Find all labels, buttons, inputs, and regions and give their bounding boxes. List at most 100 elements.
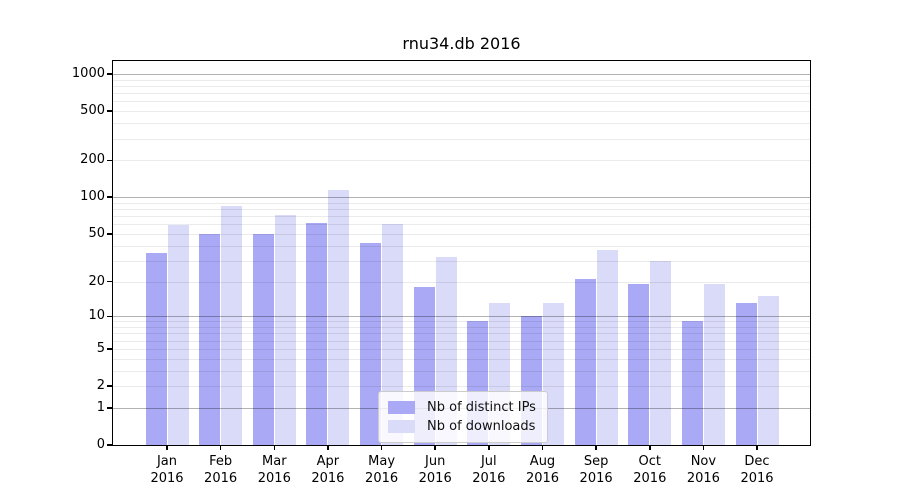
gridline-60 [113,224,810,226]
gridline-80 [113,209,810,210]
bar-downloads-mar [274,214,296,445]
gridline-20 [113,281,810,283]
y-tick-label-2: 2 [96,378,105,393]
x-tick-label-mar: Mar 2016 [257,454,291,486]
y-tick-label-1: 1 [96,399,105,415]
bar-distinct-ips-may [360,243,382,445]
bar-distinct-ips-sep [574,279,596,445]
y-tick-label-10: 10 [88,308,105,324]
y-tick-label-200: 200 [80,152,105,168]
x-tick-label-jun: Jun 2016 [418,454,452,486]
gridline-700 [113,93,810,95]
bar-distinct-ips-dec [735,303,757,445]
bar-distinct-ips-mar [252,233,274,445]
gridline-600 [113,101,810,103]
bar-distinct-ips-oct [628,284,650,445]
gridline-100 [113,197,810,199]
bar-distinct-ips-feb [199,233,221,445]
x-tick-mark [434,445,436,450]
gridline-3 [113,370,810,372]
y-tick-label-0: 0 [96,437,105,452]
gridline-40 [113,245,810,247]
y-tick-label-20: 20 [88,273,105,289]
x-tick-mark [166,445,168,450]
gridline-200 [113,160,810,162]
legend-item-downloads: Nb of downloads [388,417,536,436]
gridline-30 [113,260,810,262]
y-tick-mark [107,73,113,75]
gridline-800 [113,86,810,87]
grid-layer [113,61,810,445]
y-tick-mark [107,385,113,387]
bar-downloads-jan [167,225,189,445]
x-tick-label-nov: Nov 2016 [686,454,720,486]
bar-downloads-oct [650,260,672,445]
gridline-6 [113,340,810,342]
legend-label-downloads: Nb of downloads [427,419,536,434]
x-tick-label-jan: Jan 2016 [150,454,184,486]
x-tick-mark [219,445,222,450]
legend-swatch-downloads [388,420,415,433]
x-tick-label-dec: Dec 2016 [740,454,774,486]
y-tick-mark [107,315,113,317]
x-tick-mark [541,445,544,450]
bar-downloads-sep [596,249,618,445]
bar-downloads-feb [221,205,243,445]
x-tick-label-sep: Sep 2016 [579,454,613,486]
x-tick-label-aug: Aug 2016 [525,454,560,486]
y-tick-mark [107,110,113,112]
y-tick-mark [107,159,113,161]
gridline-500 [113,111,810,113]
gridline-900 [113,79,810,81]
x-tick-mark [327,445,329,450]
y-tick-label-100: 100 [80,189,105,205]
x-tick-mark [488,445,490,450]
x-tick-mark [702,445,705,450]
y-tick-mark [107,444,113,446]
y-tick-mark [107,196,113,198]
y-tick-mark [107,280,113,283]
bar-downloads-apr [328,189,350,445]
y-tick-label-500: 500 [80,103,105,119]
legend: Nb of distinct IPs Nb of downloads [378,391,548,443]
gridline-8 [113,327,810,328]
legend-swatch-distinct-ips [388,401,415,414]
gridline-5 [113,348,810,350]
x-tick-mark [595,445,597,450]
legend-item-distinct-ips: Nb of distinct IPs [388,398,536,417]
gridline-400 [113,123,810,125]
y-tick-label-50: 50 [88,225,105,241]
gridline-90 [113,202,810,204]
y-tick-label-5: 5 [96,340,105,356]
chart-title: rnu34.db 2016 [402,34,521,53]
y-tick-mark [107,233,113,235]
x-tick-label-oct: Oct 2016 [633,454,667,486]
bar-downloads-dec [757,296,779,445]
bar-downloads-may [382,224,404,445]
bar-downloads-aug [542,303,564,445]
bar-distinct-ips-nov [681,321,703,445]
x-tick-mark [380,445,383,450]
y-tick-mark [107,348,113,350]
gridline-1000 [113,74,810,75]
gridline-2 [113,386,810,387]
gridline-10 [113,316,810,318]
bar-downloads-nov [703,284,725,445]
gridline-70 [113,216,810,218]
bar-distinct-ips-jan [145,252,167,445]
x-tick-label-feb: Feb 2016 [204,454,238,486]
gridline-300 [113,138,810,140]
x-tick-label-may: May 2016 [365,454,399,486]
x-tick-label-jul: Jul 2016 [472,454,506,486]
y-tick-mark [107,407,113,409]
x-tick-label-apr: Apr 2016 [311,454,345,486]
x-tick-mark [273,445,275,450]
x-tick-mark [756,445,758,450]
plot-area: Nb of distinct IPs Nb of downloads [112,60,811,446]
gridline-9 [113,321,810,323]
y-tick-label-1000: 1000 [71,66,105,81]
gridline-7 [113,333,810,335]
gridline-50 [113,233,810,235]
legend-label-distinct-ips: Nb of distinct IPs [427,400,536,415]
